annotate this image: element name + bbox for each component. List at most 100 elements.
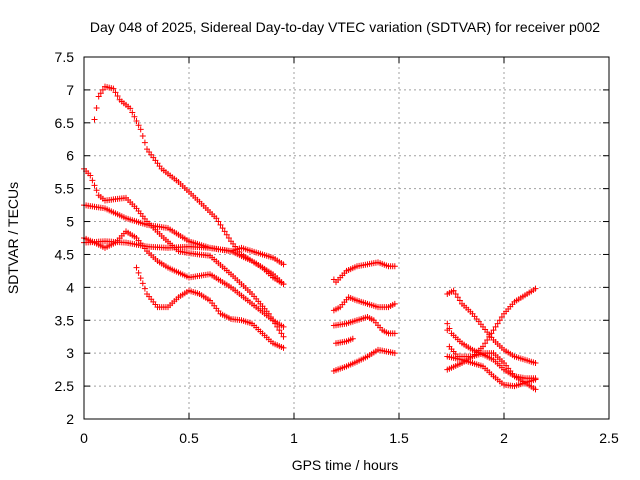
series-arc-g: [330, 259, 398, 286]
x-tick-label: 2.5: [599, 430, 619, 446]
data-point: [280, 323, 287, 330]
data-point: [452, 290, 459, 297]
data-point: [93, 105, 100, 112]
x-axis-label: GPS time / hours: [292, 457, 399, 473]
data-point: [219, 225, 226, 232]
data-point: [532, 285, 539, 292]
y-tick-label: 2: [66, 411, 74, 427]
series-arc-d: [81, 228, 287, 330]
data-point: [91, 116, 98, 123]
y-tick-label: 7.5: [55, 49, 75, 65]
x-tick-label: 1.5: [389, 430, 409, 446]
data-point: [215, 218, 222, 225]
data-point: [444, 320, 451, 327]
data-point: [139, 280, 146, 287]
data-point: [89, 177, 96, 184]
series-arc-f: [133, 264, 287, 351]
data-point: [213, 215, 220, 222]
plot-frame: [83, 56, 610, 420]
series-arc-i: [330, 313, 398, 337]
y-tick-label: 3.5: [55, 312, 75, 328]
data-point: [391, 263, 398, 270]
data-point: [482, 340, 489, 347]
data-point: [87, 172, 94, 179]
series-arc-p: [444, 285, 539, 373]
data-point: [496, 317, 503, 324]
data-point: [223, 231, 230, 238]
data-point: [454, 294, 461, 301]
data-point: [135, 269, 142, 276]
data-point: [217, 221, 224, 228]
y-tick-label: 4.5: [55, 246, 75, 262]
data-point: [486, 333, 493, 340]
data-point: [131, 113, 138, 120]
grid-lines: [84, 57, 609, 419]
data-point: [137, 126, 144, 133]
y-tick-label: 3: [66, 345, 74, 361]
data-point: [391, 300, 398, 307]
y-tick-label: 6: [66, 148, 74, 164]
data-point: [91, 182, 98, 189]
y-tick-label: 6.5: [55, 115, 75, 131]
data-point: [498, 313, 505, 320]
data-point: [112, 89, 119, 96]
y-tick-label: 7: [66, 82, 74, 98]
data-point: [95, 93, 102, 100]
y-tick-label: 2.5: [55, 378, 75, 394]
data-point: [137, 275, 144, 282]
data-point: [129, 109, 136, 116]
data-point: [349, 335, 356, 342]
series-arc-h: [330, 294, 398, 314]
chart-title: Day 048 of 2025, Sidereal Day-to-day VTE…: [90, 19, 600, 35]
series-arc-a: [91, 83, 287, 288]
data-point: [391, 350, 398, 357]
data-point: [127, 105, 134, 112]
y-axis-label: SDTVAR / TECUs: [5, 182, 21, 294]
y-tick-label: 5: [66, 214, 74, 230]
y-tick-label: 4: [66, 279, 74, 295]
data-point: [139, 132, 146, 139]
x-tick-label: 1: [290, 430, 298, 446]
data-point: [133, 117, 140, 124]
data-point: [97, 90, 104, 97]
data-point: [484, 337, 491, 344]
data-point: [225, 235, 232, 241]
y-tick-label: 5.5: [55, 181, 75, 197]
data-point: [135, 122, 142, 129]
data-point: [532, 386, 539, 393]
series-arc-l: [444, 287, 539, 367]
data-point: [532, 376, 539, 383]
data-point: [490, 327, 497, 334]
data-point: [276, 327, 283, 334]
data-point: [488, 330, 495, 337]
data-point: [114, 93, 121, 100]
data-point: [456, 297, 463, 304]
data-point: [450, 287, 457, 294]
data-point: [280, 333, 287, 340]
x-tick-label: 0: [80, 430, 88, 446]
x-tick-label: 0.5: [179, 430, 199, 446]
data-point: [532, 360, 539, 367]
series-arc-e: [81, 238, 287, 268]
x-tick-label: 2: [500, 430, 508, 446]
data-point: [492, 323, 499, 330]
data-point: [141, 139, 148, 146]
data-point: [480, 343, 486, 350]
data-point: [93, 187, 100, 194]
data-point: [494, 320, 501, 327]
data-point: [99, 86, 106, 93]
data-point: [280, 281, 287, 288]
data-point: [110, 85, 117, 92]
data-point: [141, 285, 148, 292]
data-point: [221, 228, 228, 235]
data-point: [133, 264, 140, 271]
series-arc-j: [333, 335, 356, 347]
data-point: [280, 261, 287, 268]
data-point: [444, 327, 451, 334]
data-point: [278, 330, 285, 337]
series-arc-k: [330, 346, 398, 374]
data-points: [81, 83, 539, 393]
data-point: [280, 344, 287, 351]
data-point: [391, 330, 398, 337]
